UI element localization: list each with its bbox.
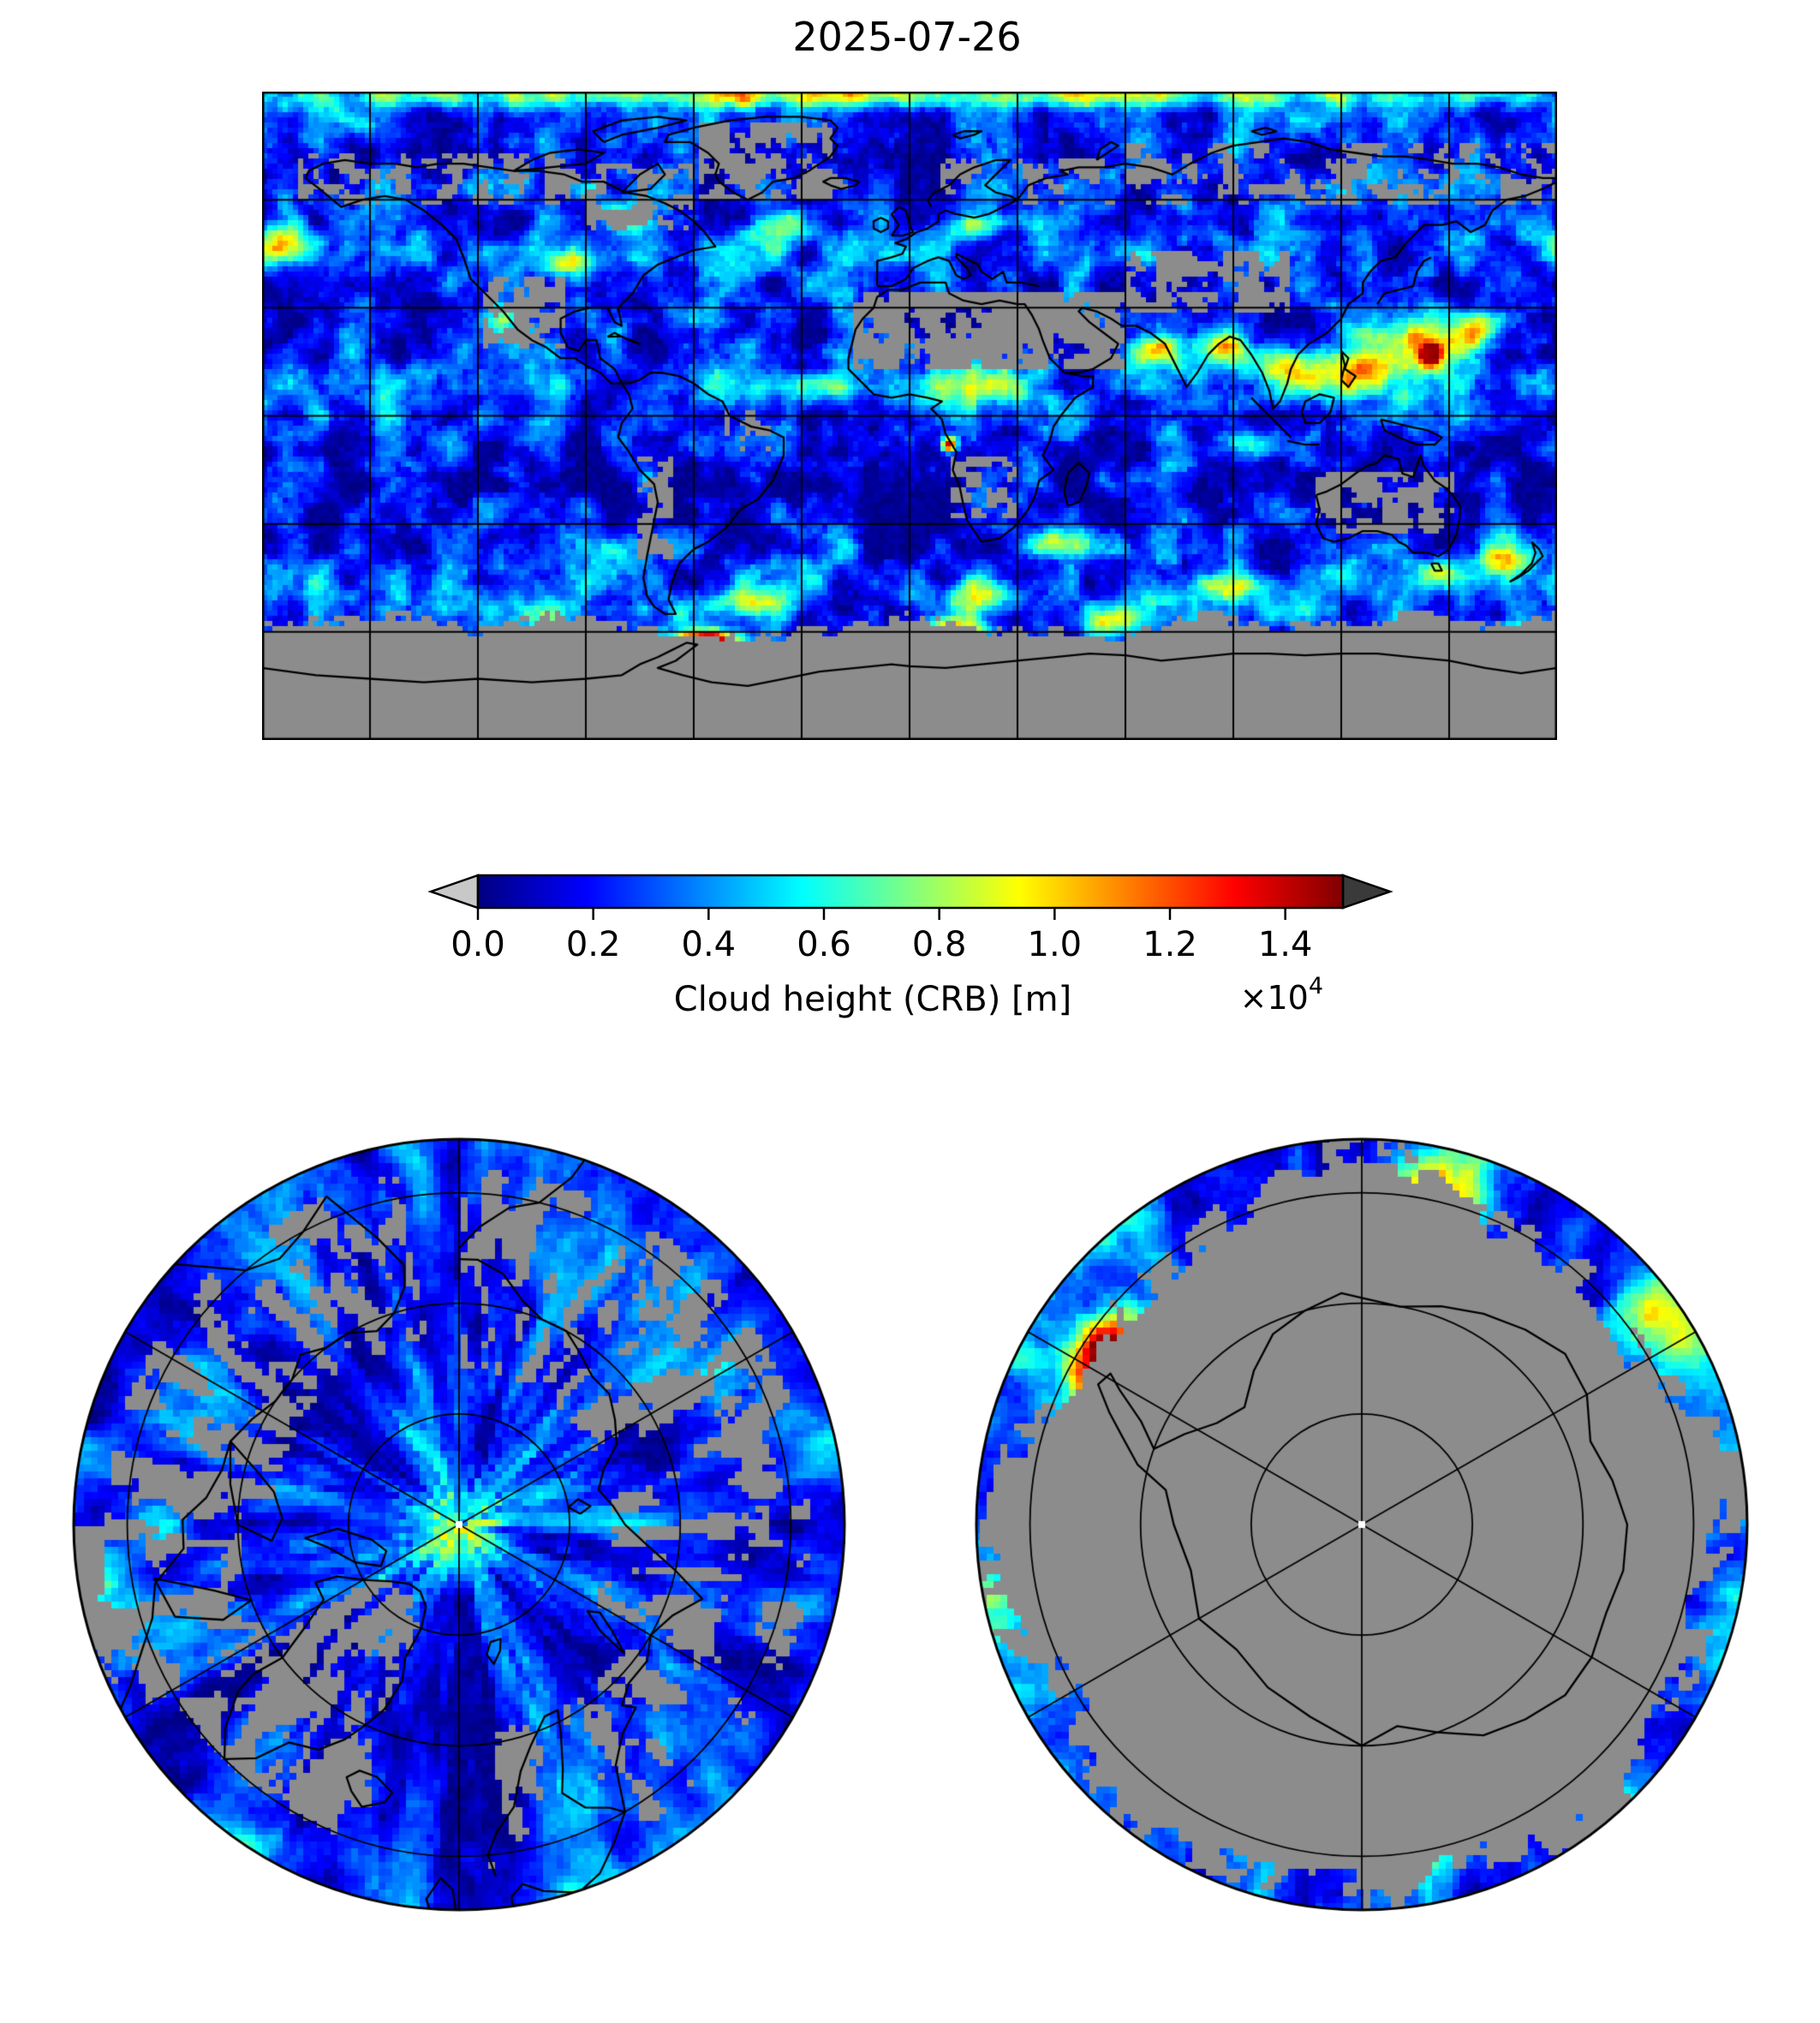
colorbar-over-arrow xyxy=(1341,874,1393,910)
colorbar-tick-label: 0.2 xyxy=(566,925,621,964)
global-map-canvas xyxy=(262,92,1557,740)
colorbar-tick-label: 0.4 xyxy=(682,925,737,964)
colorbar-tick-label: 1.2 xyxy=(1143,925,1197,964)
colorbar-label: Cloud height (CRB) [m] xyxy=(674,980,1071,1019)
colorbar-offset-exponent: 4 xyxy=(1309,973,1323,1000)
colorbar-ticks: 0.0 0.2 0.4 0.6 0.8 1.0 1.2 1.4 xyxy=(451,908,1312,964)
colorbar-tick-label: 0.0 xyxy=(451,925,505,964)
colorbar-tick-label: 0.6 xyxy=(797,925,851,964)
colorbar-tick-label: 1.0 xyxy=(1028,925,1083,964)
colorbar-offset-base: ×10 xyxy=(1240,979,1309,1017)
south-polar-map-canvas xyxy=(973,1136,1751,1913)
north-polar-panel xyxy=(70,1136,848,1913)
colorbar-offset-text: ×104 xyxy=(1240,973,1323,1017)
colorbar: 0.0 0.2 0.4 0.6 0.8 1.0 1.2 1.4 Cloud height (C… xyxy=(427,874,1393,1019)
colorbar-tick-label: 0.8 xyxy=(912,925,967,964)
colorbar-tick-label: 1.4 xyxy=(1258,925,1313,964)
colorbar-gradient-bar xyxy=(476,874,1345,910)
south-polar-panel xyxy=(973,1136,1751,1913)
global-map-panel xyxy=(262,92,1557,740)
colorbar-under-arrow xyxy=(427,874,480,910)
page-title: 2025-07-26 xyxy=(792,14,1022,60)
north-polar-map-canvas xyxy=(70,1136,848,1913)
